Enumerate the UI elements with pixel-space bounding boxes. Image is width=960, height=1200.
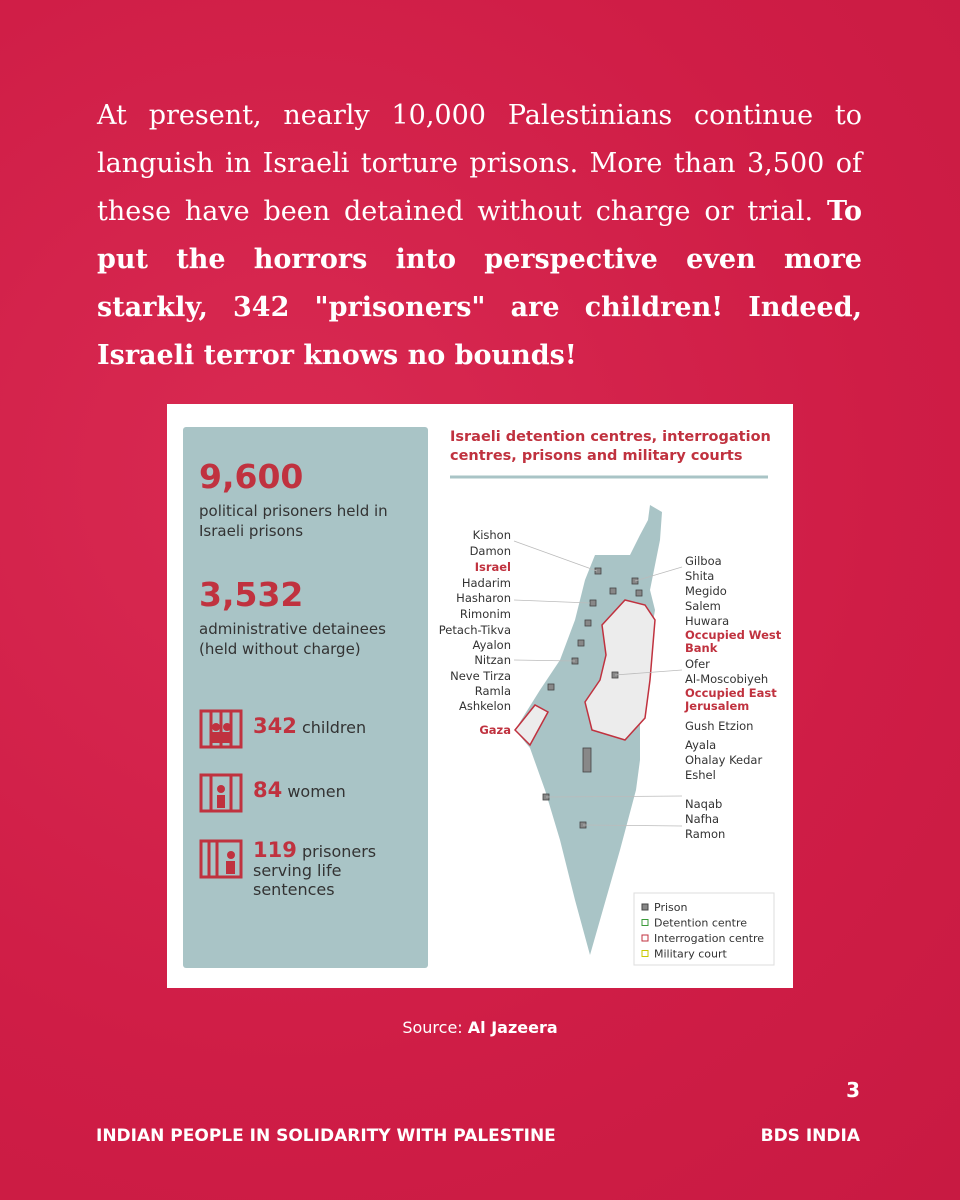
- map-label: Ramla: [474, 684, 511, 698]
- stat-number: 3,532: [199, 575, 304, 614]
- icon-stat-number: 342: [253, 714, 297, 738]
- map-label: Salem: [685, 599, 721, 613]
- stat-number: 9,600: [199, 457, 304, 496]
- legend-marker: [641, 919, 649, 926]
- map-label: Occupied East Jerusalem: [685, 686, 777, 713]
- map-label: Kishon: [472, 528, 511, 542]
- map-label: Nitzan: [474, 653, 511, 667]
- map-label: Damon: [469, 544, 511, 558]
- map-label: Huwara: [685, 614, 730, 628]
- icon-stat-text: children: [301, 718, 367, 737]
- stat-text: political prisoners held in Israeli pris…: [199, 502, 388, 540]
- map-label: Rimonim: [459, 607, 511, 621]
- intro-plain: At present, nearly 10,000 Palestinians c…: [97, 100, 862, 227]
- icon-stat-number: 119: [253, 838, 297, 862]
- map-label: Hasharon: [456, 591, 511, 605]
- map-label: Neve Tirza: [450, 669, 511, 683]
- legend-marker: [641, 934, 649, 942]
- intro-bold: To put the horrors into perspective even…: [97, 196, 862, 371]
- legend-marker: [641, 903, 649, 911]
- map-label: Gilboa: [685, 554, 722, 568]
- source-name: Al Jazeera: [467, 1018, 558, 1037]
- icon-stat: 342 children: [253, 714, 423, 738]
- page-number: 3: [846, 1078, 860, 1102]
- map-label: Naqab: [685, 797, 723, 811]
- icon-stat: 84 women: [253, 778, 423, 802]
- map-label: Occupied West Bank: [685, 628, 782, 655]
- map-label: Ofer: [685, 657, 710, 671]
- map-title: Israeli detention centres, interrogation…: [450, 429, 771, 464]
- footer-right: BDS INDIA: [760, 1126, 860, 1146]
- map-label: Ayalon: [472, 638, 511, 652]
- map-label: Hadarim: [461, 576, 511, 590]
- map-label: Al-Moscobiyeh: [685, 672, 769, 686]
- map-label: Ashkelon: [459, 699, 511, 713]
- map-label: Nafha: [685, 812, 720, 826]
- source: Source: Al Jazeera: [0, 1018, 960, 1037]
- map-label: Shita: [685, 569, 715, 583]
- legend-label: Prison: [654, 901, 687, 914]
- legend-label: Military court: [654, 948, 728, 961]
- icons: [199, 709, 243, 879]
- map-label: Ramon: [685, 827, 726, 841]
- map-label: Gaza: [479, 723, 511, 737]
- map-label: Israel: [474, 560, 511, 574]
- stat-text: administrative detainees (held without c…: [199, 620, 386, 658]
- icon-stat: 119 prisoners serving life sentences: [253, 838, 423, 900]
- map-label: Eshel: [685, 768, 716, 782]
- legend-label: Detention centre: [654, 917, 747, 930]
- map-label: Ayala: [685, 738, 717, 752]
- map-label: Megido: [685, 584, 727, 598]
- source-label: Source:: [402, 1018, 463, 1037]
- intro-text: At present, nearly 10,000 Palestinians c…: [97, 92, 862, 380]
- icon-stat-text: prisoners serving life sentences: [253, 842, 377, 899]
- icon-stat-text: women: [287, 782, 346, 801]
- map-label: Gush Etzion: [685, 719, 754, 733]
- legend-marker: [641, 950, 649, 957]
- stats-panel: 9,600 political prisoners held in Israel…: [183, 427, 428, 968]
- icon-stat-number: 84: [253, 778, 283, 802]
- map-label: Ohalay Kedar: [685, 753, 763, 767]
- map-label: Petach-Tikva: [438, 623, 511, 637]
- footer-left: INDIAN PEOPLE IN SOLIDARITY WITH PALESTI…: [96, 1126, 556, 1146]
- legend-label: Interrogation centre: [654, 932, 764, 945]
